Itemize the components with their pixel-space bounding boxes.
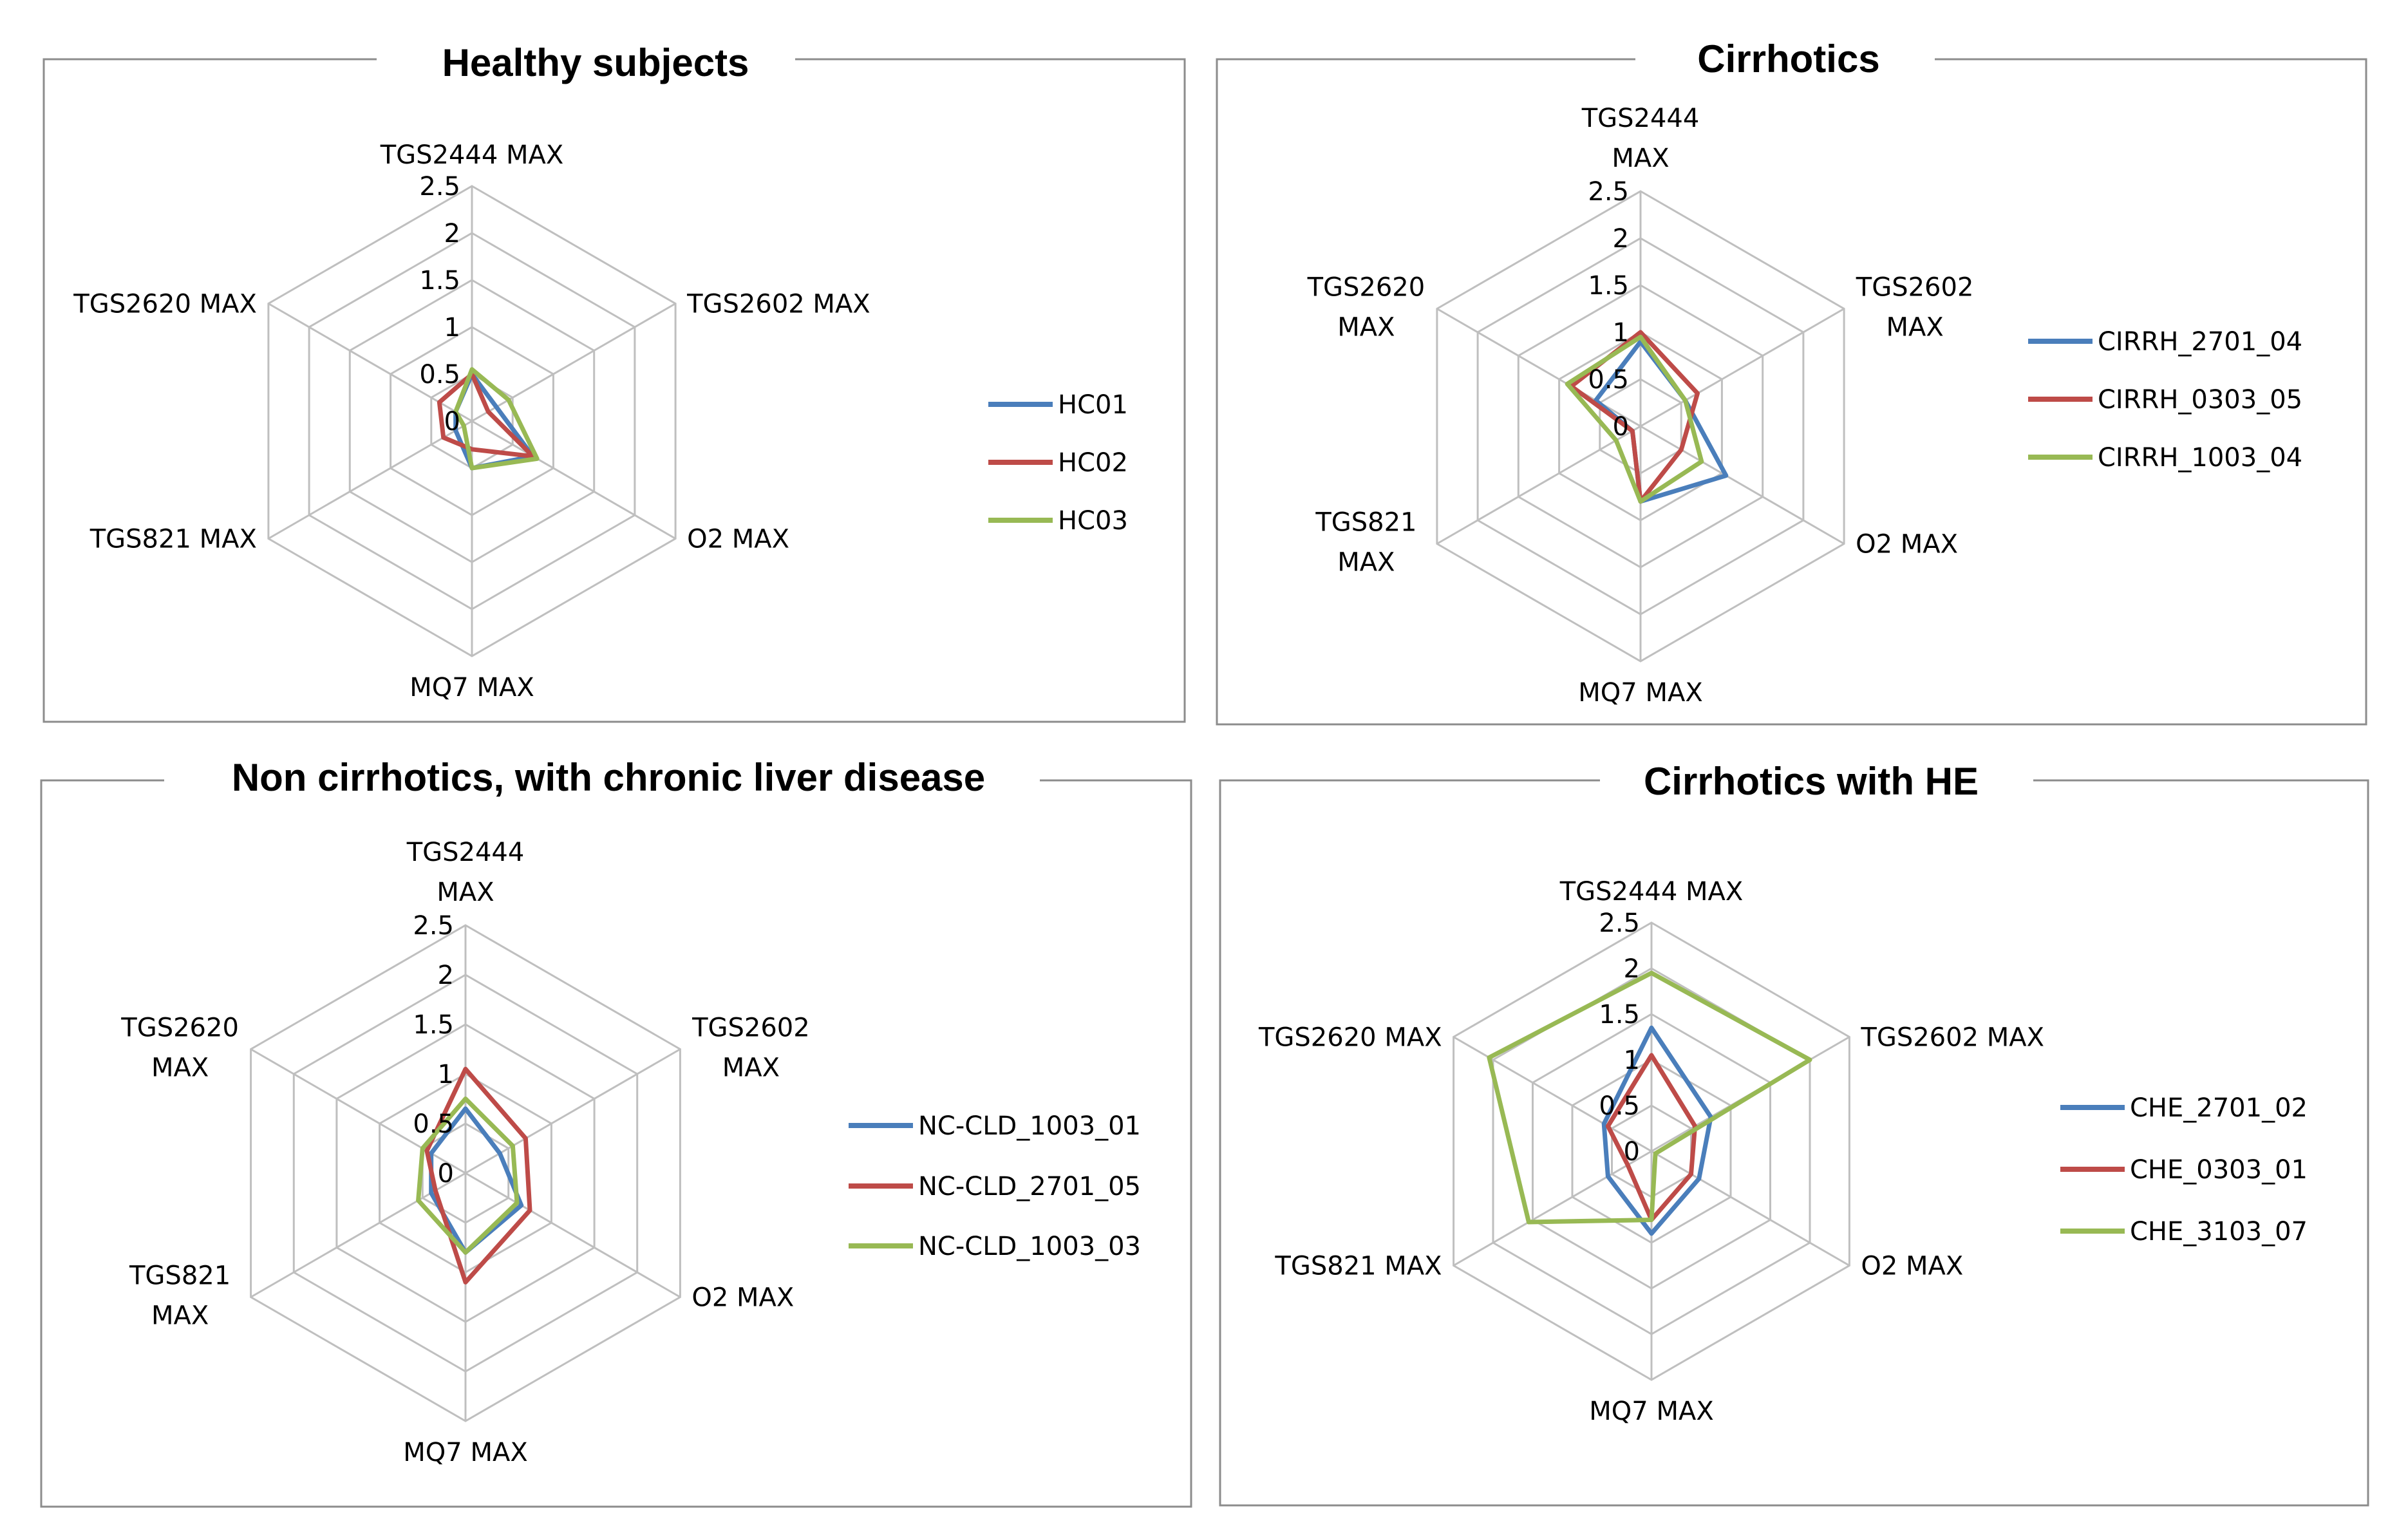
- series-line: [1601, 1025, 1713, 1236]
- axis-spoke: [1640, 308, 1845, 428]
- tick-label: 2.5: [413, 911, 454, 941]
- chart-frame: [42, 58, 1186, 723]
- chart-non-cirrhotics: Non cirrhotics, with chronic liver disea…: [0, 740, 1204, 1535]
- radar-chart-svg: Non cirrhotics, with chronic liver disea…: [40, 756, 1192, 1508]
- chart-cirrhotics: Cirrhotics 0 0.5 1 1.5 2 2.5 TGS2444 MAX TGS2602 M…: [1204, 0, 2408, 740]
- tick-label: 0.5: [1588, 365, 1629, 395]
- series-line: [1565, 334, 1704, 504]
- axis-label: TGS2620 MAX: [1258, 1023, 1442, 1053]
- series-line: [416, 1097, 520, 1255]
- axis-spoke: [1453, 1036, 1652, 1153]
- chart-frame: [1219, 779, 2369, 1507]
- tick-label: 1: [1613, 318, 1629, 348]
- axis-label: TGS2444 MAX: [380, 140, 564, 170]
- axis-label: O2 MAX: [687, 525, 789, 554]
- axis-label: O2 MAX: [1861, 1252, 1963, 1281]
- axis-spoke: [471, 420, 676, 540]
- chart-title: Cirrhotics with HE: [1644, 760, 1979, 803]
- chart-root: Cirrhotics 0 0.5 1 1.5 2 2.5 TGS2444 MAX TGS2602 M…: [1216, 37, 2367, 726]
- tick-label: 1.5: [1599, 1000, 1640, 1030]
- axis-spoke: [465, 1048, 681, 1174]
- tick-label: 2: [1624, 954, 1640, 984]
- tick-label: 1.5: [413, 1010, 454, 1040]
- tick-label: 1.5: [419, 266, 460, 296]
- chart-frame: [40, 779, 1192, 1508]
- legend-label: CIRRH_0303_05: [2098, 385, 2302, 415]
- tick-label: 0: [444, 407, 460, 437]
- axis-label: MQ7 MAX: [403, 1438, 527, 1467]
- series-line: [437, 372, 536, 459]
- legend-label: CHE_2701_02: [2130, 1093, 2308, 1123]
- axis-label: TGS821 MAX: [89, 525, 257, 554]
- axis-label: MQ7 MAX: [409, 673, 534, 702]
- tick-label: 1.5: [1588, 271, 1629, 301]
- tick-label: 1: [1624, 1046, 1640, 1075]
- series-line: [1487, 970, 1812, 1225]
- legend-label: HC02: [1058, 448, 1128, 478]
- tick-label: 1: [438, 1060, 454, 1089]
- axis-label: MQ7 MAX: [1578, 678, 1702, 708]
- chart-title: Cirrhotics: [1697, 37, 1879, 80]
- legend-label: NC-CLD_1003_01: [918, 1111, 1141, 1141]
- axis-label: O2 MAX: [1856, 530, 1958, 560]
- axis-label: TGS2620 MAX: [120, 1013, 239, 1083]
- axis-label: O2 MAX: [691, 1283, 794, 1313]
- legend-label: CIRRH_2701_04: [2098, 327, 2302, 357]
- legend-label: NC-CLD_1003_03: [918, 1232, 1141, 1261]
- chart-cirrhotics-with-he: Cirrhotics with HE 0 0.5 1 1.5 2 2.5 TGS2444 MA…: [1204, 740, 2408, 1535]
- axis-spoke: [268, 420, 473, 540]
- axis-label: TGS821 MAX: [129, 1261, 230, 1331]
- chart-title: Non cirrhotics, with chronic liver disea…: [232, 756, 985, 799]
- axis-spoke: [1453, 1150, 1652, 1267]
- tick-label: 2.5: [419, 172, 460, 202]
- axis-spoke: [1640, 425, 1845, 545]
- axis-label: TGS2620 MAX: [73, 290, 257, 319]
- axis-label: TGS2444 MAX: [1559, 877, 1744, 907]
- tick-label: 2: [1613, 224, 1629, 254]
- tick-label: 1: [444, 313, 460, 343]
- legend-label: NC-CLD_2701_05: [918, 1172, 1141, 1201]
- axis-label: TGS2602 MAX: [691, 1013, 810, 1083]
- tick-label: 0.5: [419, 360, 460, 390]
- axis-label: TGS821 MAX: [1315, 508, 1416, 578]
- chart-title: Healthy subjects: [442, 41, 749, 84]
- axis-label: TGS2620 MAX: [1307, 273, 1425, 343]
- axis-spoke: [465, 1172, 681, 1298]
- legend-label: CHE_0303_01: [2130, 1155, 2308, 1185]
- axis-spoke: [1436, 425, 1641, 545]
- chart-frame: [1216, 58, 2367, 726]
- legend-label: CHE_3103_07: [2130, 1217, 2308, 1247]
- chart-root: Non cirrhotics, with chronic liver disea…: [40, 756, 1192, 1508]
- series-line: [453, 367, 540, 471]
- axis-label: TGS821 MAX: [1274, 1252, 1442, 1281]
- axis-label: MQ7 MAX: [1589, 1397, 1713, 1426]
- axis-spoke: [1651, 1150, 1850, 1267]
- legend-label: HC01: [1058, 390, 1128, 420]
- tick-label: 0: [1613, 412, 1629, 442]
- legend-label: CIRRH_1003_04: [2098, 443, 2302, 473]
- tick-label: 0.5: [413, 1109, 454, 1139]
- legend-label: HC03: [1058, 506, 1128, 536]
- tick-label: 0: [1624, 1137, 1640, 1167]
- series-line: [424, 1066, 532, 1285]
- tick-label: 2.5: [1599, 909, 1640, 938]
- axis-label: TGS2602 MAX: [1856, 273, 1974, 343]
- tick-label: 0.5: [1599, 1091, 1640, 1121]
- tick-label: 0: [438, 1159, 454, 1189]
- axis-label: TGS2602 MAX: [1860, 1023, 2044, 1053]
- tick-label: 2: [438, 961, 454, 990]
- tick-label: 2.5: [1588, 177, 1629, 207]
- axis-label: TGS2602 MAX: [686, 290, 870, 319]
- tick-label: 2: [444, 219, 460, 249]
- axis-label: TGS2444 MAX: [406, 838, 525, 907]
- axis-spoke: [471, 303, 676, 422]
- chart-healthy-subjects: Healthy subjects 0 0.5 1 1.5 2 2.5 TGS2444 MAX T…: [0, 0, 1204, 740]
- axis-label: TGS2444 MAX: [1581, 104, 1700, 173]
- radar-chart-svg: Cirrhotics 0 0.5 1 1.5 2 2.5 TGS2444 MAX TGS2602 M…: [1216, 37, 2367, 726]
